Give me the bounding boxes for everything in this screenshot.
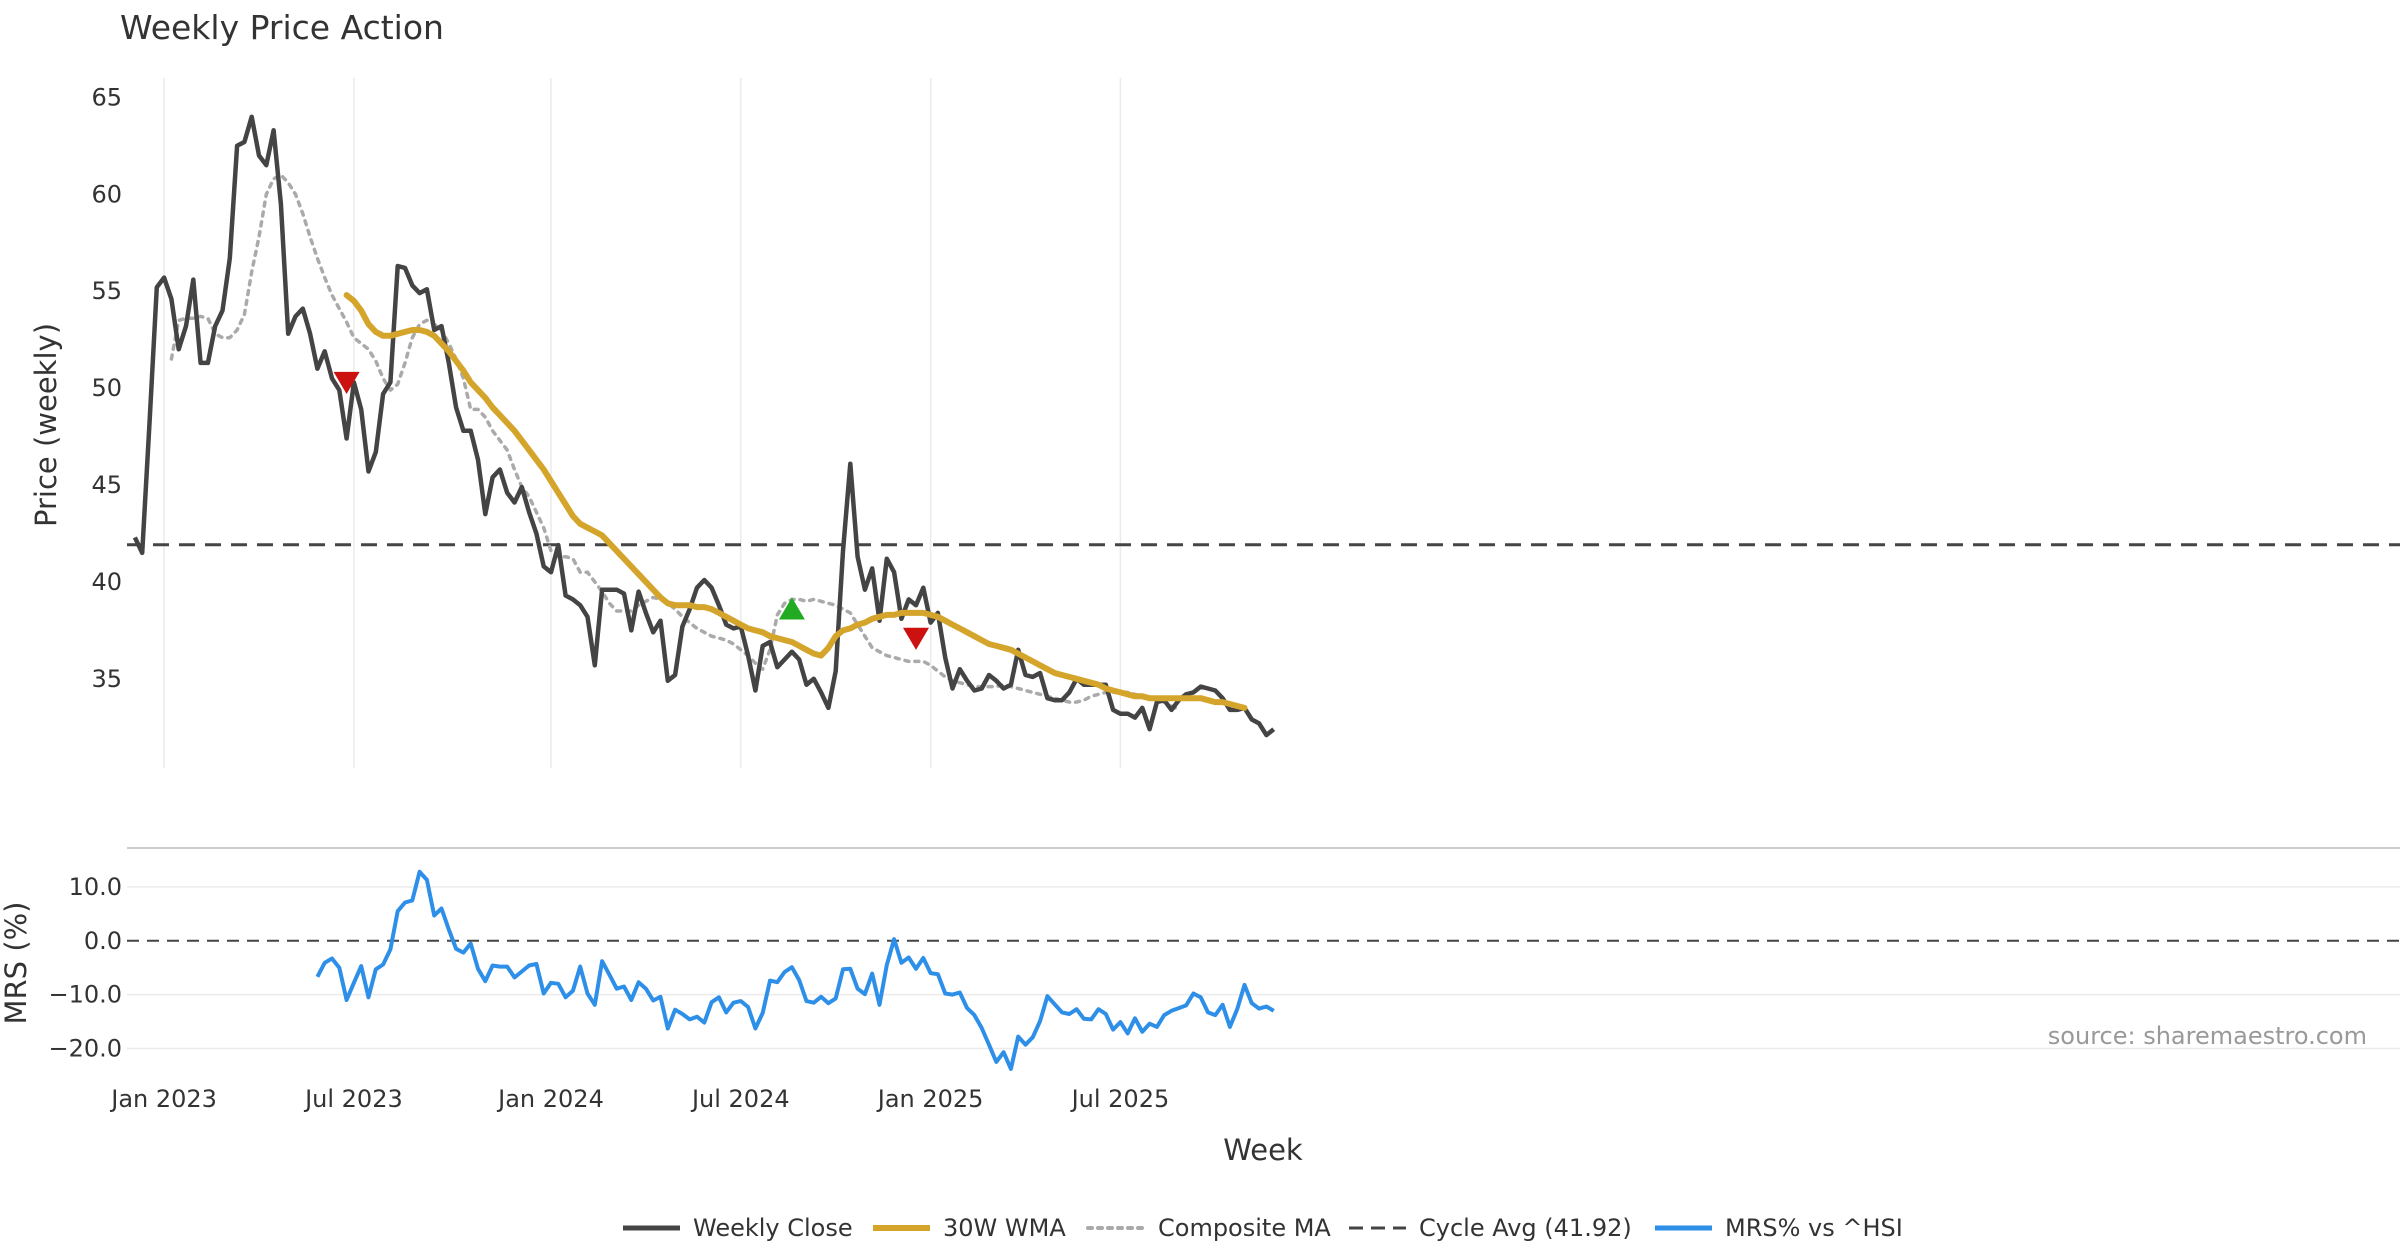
- legend-item-close: Weekly Close: [623, 1214, 853, 1242]
- chart: Weekly Price Action 35 40 45 50 55 60 65 Price…: [0, 0, 2400, 1260]
- price-panel: 35 40 45 50 55 60 65 Price (weekly): [29, 78, 2400, 768]
- price-y-tick-label: 65: [91, 83, 122, 111]
- chart-title: Weekly Price Action: [120, 8, 444, 47]
- price-y-tick-label: 40: [91, 568, 122, 596]
- price-y-tick-label: 60: [91, 180, 122, 208]
- x-tick-label: Jul 2024: [690, 1085, 790, 1113]
- mrs-panel: 10.0 0.0 −10.0 −20.0 MRS (%) source: sharem…: [0, 848, 2400, 1069]
- x-tick-label: Jul 2023: [303, 1085, 403, 1113]
- x-tick-label: Jan 2024: [496, 1085, 604, 1113]
- legend-item-cycle: Cycle Avg (41.92): [1349, 1214, 1632, 1242]
- mrs-y-tick-label: −10.0: [48, 981, 122, 1009]
- mrs-y-tick-label: 10.0: [69, 873, 122, 901]
- x-tick-label: Jan 2025: [876, 1085, 984, 1113]
- legend-item-wma: 30W WMA: [873, 1214, 1066, 1242]
- source-text: source: sharemaestro.com: [2048, 1022, 2367, 1050]
- mrs-y-tick-label: 0.0: [84, 927, 122, 955]
- price-y-tick-label: 45: [91, 471, 122, 499]
- legend: Weekly Close 30W WMA Composite MA Cycle Avg…: [623, 1214, 1903, 1242]
- weekly-close-line: [135, 117, 1274, 735]
- wma-30w-line: [347, 295, 1245, 708]
- x-axis-ticks: Jan 2023 Jul 2023 Jan 2024 Jul 2024 Jan 2025…: [109, 1085, 1169, 1113]
- sell-signal-marker: [903, 628, 929, 650]
- x-tick-label: Jan 2023: [109, 1085, 217, 1113]
- legend-item-mrs: MRS% vs ^HSI: [1655, 1214, 1903, 1242]
- legend-label: Weekly Close: [693, 1214, 853, 1242]
- mrs-line: [317, 872, 1273, 1069]
- composite-ma-line: [171, 175, 1178, 710]
- price-y-tick-label: 50: [91, 374, 122, 402]
- legend-label: 30W WMA: [943, 1214, 1066, 1242]
- price-grid: [164, 78, 1120, 768]
- legend-item-composite: Composite MA: [1088, 1214, 1331, 1242]
- price-y-ticks: 35 40 45 50 55 60 65: [91, 83, 122, 692]
- x-tick-label: Jul 2025: [1070, 1085, 1170, 1113]
- legend-label: MRS% vs ^HSI: [1725, 1214, 1903, 1242]
- price-y-tick-label: 55: [91, 277, 122, 305]
- x-axis-label: Week: [1223, 1133, 1303, 1167]
- price-y-tick-label: 35: [91, 665, 122, 693]
- legend-label: Cycle Avg (41.92): [1419, 1214, 1632, 1242]
- price-y-axis-label: Price (weekly): [29, 323, 63, 527]
- mrs-y-axis-label: MRS (%): [0, 902, 33, 1025]
- legend-label: Composite MA: [1158, 1214, 1331, 1242]
- mrs-y-tick-label: −20.0: [48, 1034, 122, 1062]
- mrs-y-ticks: 10.0 0.0 −10.0 −20.0: [48, 873, 122, 1063]
